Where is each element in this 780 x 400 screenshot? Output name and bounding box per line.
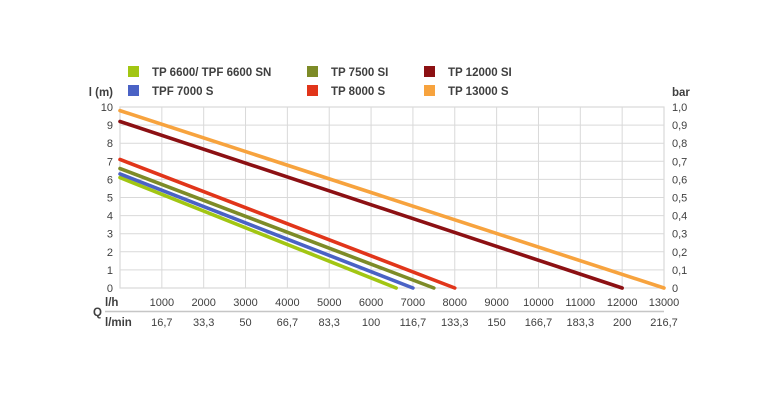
x-lmin-tick-label: 216,7: [650, 317, 678, 329]
chart-built-content: 1098765432101,00,90,80,70,60,50,40,30,20…: [101, 66, 687, 329]
x-lh-tick-label: 13000: [649, 297, 680, 309]
y-left-tick-label: 9: [107, 120, 113, 132]
x-lmin-tick-label: 50: [239, 317, 251, 329]
left-axis-unit-label: l (m): [89, 87, 113, 99]
x-lh-tick-label: 5000: [317, 297, 341, 309]
x-lh-tick-label: 4000: [275, 297, 299, 309]
y-right-tick-label: 1,0: [672, 102, 687, 114]
y-left-tick-label: 2: [107, 247, 113, 259]
legend-label-tp-13000-s: TP 13000 S: [448, 86, 509, 98]
y-left-tick-label: 4: [107, 211, 113, 223]
x-lh-tick-label: 9000: [484, 297, 508, 309]
legend-swatch-tp-8000-s: [307, 85, 318, 96]
y-left-tick-label: 6: [107, 174, 113, 186]
y-left-tick-label: 0: [107, 283, 113, 295]
y-left-tick-label: 1: [107, 265, 113, 277]
y-right-tick-label: 0,1: [672, 265, 687, 277]
x-lh-tick-label: 1000: [150, 297, 174, 309]
y-right-tick-label: 0,8: [672, 138, 687, 150]
series-line-tp-12000-si: [118, 119, 624, 290]
legend-swatch-tpf-7000-s: [128, 85, 139, 96]
y-right-tick-label: 0,6: [672, 174, 687, 186]
y-left-tick-label: 10: [101, 102, 113, 114]
x-lh-tick-label: 8000: [443, 297, 467, 309]
y-right-tick-label: 0,2: [672, 247, 687, 259]
series-line-tpf-7000-s: [118, 172, 415, 290]
legend-swatch-tp-12000-si: [424, 66, 435, 77]
x-lh-tick-label: 3000: [233, 297, 257, 309]
x-axis-lmin-unit-label: l/min: [105, 317, 132, 329]
x-lmin-tick-label: 100: [362, 317, 380, 329]
legend-label-tp-8000-s: TP 8000 S: [331, 86, 385, 98]
x-lmin-tick-label: 150: [487, 317, 505, 329]
x-lmin-tick-label: 16,7: [151, 317, 172, 329]
series-line-tp-13000-s: [118, 108, 666, 290]
x-lmin-tick-label: 183,3: [567, 317, 595, 329]
y-left-tick-label: 3: [107, 229, 113, 241]
y-left-tick-label: 5: [107, 193, 113, 205]
x-lh-tick-label: 6000: [359, 297, 383, 309]
legend-label-tp-7500-si: TP 7500 SI: [331, 67, 388, 79]
legend-swatch-tp-7500-si: [307, 66, 318, 77]
x-lh-tick-label: 7000: [401, 297, 425, 309]
series-line-tp-6600-tpf-6600-sn: [118, 175, 398, 290]
x-lmin-tick-label: 33,3: [193, 317, 214, 329]
x-lh-tick-label: 10000: [523, 297, 554, 309]
y-right-tick-label: 0: [672, 283, 678, 295]
y-left-tick-label: 8: [107, 138, 113, 150]
y-right-tick-label: 0,9: [672, 120, 687, 132]
legend-label-tp-6600-tpf-6600-sn: TP 6600/ TPF 6600 SN: [152, 67, 271, 79]
x-lmin-tick-label: 200: [613, 317, 631, 329]
legend-label-tp-12000-si: TP 12000 SI: [448, 67, 512, 79]
series-line-tp-7500-si: [118, 166, 436, 290]
x-lmin-tick-label: 66,7: [277, 317, 298, 329]
y-right-tick-label: 0,5: [672, 193, 687, 205]
legend-swatch-tp-13000-s: [424, 85, 435, 96]
x-lh-tick-label: 12000: [607, 297, 638, 309]
y-left-tick-label: 7: [107, 156, 113, 168]
x-axis-quantity-label: Q: [93, 307, 102, 319]
legend-swatch-tp-6600-tpf-6600-sn: [128, 66, 139, 77]
y-right-tick-label: 0,4: [672, 211, 687, 223]
x-lh-tick-label: 11000: [565, 297, 595, 309]
x-axis-lh-unit-label: l/h: [105, 297, 118, 309]
x-lh-tick-label: 2000: [191, 297, 215, 309]
right-axis-unit-label: bar: [672, 87, 690, 99]
series-line-tp-8000-s: [118, 157, 457, 290]
x-lmin-tick-label: 133,3: [441, 317, 469, 329]
x-lmin-tick-label: 166,7: [525, 317, 553, 329]
legend-label-tpf-7000-s: TPF 7000 S: [152, 86, 214, 98]
y-right-tick-label: 0,7: [672, 156, 687, 168]
x-lmin-tick-label: 116,7: [400, 317, 427, 329]
y-right-tick-label: 0,3: [672, 229, 687, 241]
x-lmin-tick-label: 83,3: [319, 317, 340, 329]
